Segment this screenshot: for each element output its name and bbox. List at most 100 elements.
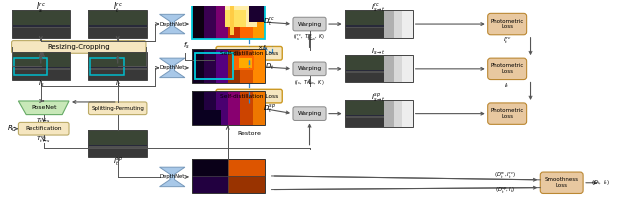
Text: Rectification: Rectification xyxy=(26,126,62,131)
Text: $I_s^{rc}$: $I_s^{rc}$ xyxy=(36,0,46,15)
Bar xyxy=(88,147,147,157)
Bar xyxy=(88,10,147,38)
Bar xyxy=(192,91,265,125)
Bar xyxy=(88,68,147,70)
Text: Photometric
Loss: Photometric Loss xyxy=(490,108,524,119)
Text: $I_t^{sp}$: $I_t^{sp}$ xyxy=(113,155,123,168)
Bar xyxy=(228,49,241,84)
Bar xyxy=(12,52,70,80)
Bar xyxy=(228,176,265,193)
Bar xyxy=(192,159,228,176)
Bar xyxy=(192,5,204,39)
Bar xyxy=(344,116,413,118)
Text: DepthNet: DepthNet xyxy=(159,174,185,179)
Bar xyxy=(192,110,221,125)
Bar xyxy=(228,176,265,193)
Text: $I_t$: $I_t$ xyxy=(504,81,510,90)
Bar xyxy=(88,69,147,80)
FancyBboxPatch shape xyxy=(216,89,282,103)
Text: $(D_t^{rc}, I_t^{rc})$: $(D_t^{rc}, I_t^{rc})$ xyxy=(494,171,516,181)
Bar xyxy=(241,49,253,84)
Bar xyxy=(192,91,204,125)
Bar xyxy=(394,10,413,38)
Bar xyxy=(88,146,147,148)
Bar xyxy=(228,91,241,125)
Text: $(D_t,\ I_t)$: $(D_t,\ I_t)$ xyxy=(591,178,610,187)
Bar xyxy=(384,55,413,83)
Bar xyxy=(192,5,265,39)
Bar xyxy=(88,130,147,157)
Bar xyxy=(88,130,147,157)
Text: $D_t^{rc}$: $D_t^{rc}$ xyxy=(263,16,276,28)
Bar xyxy=(384,100,413,127)
Bar xyxy=(239,58,252,68)
Bar xyxy=(216,49,228,84)
Text: Resizing-Cropping: Resizing-Cropping xyxy=(47,44,110,50)
Bar xyxy=(344,72,413,83)
Bar xyxy=(344,10,413,38)
Bar xyxy=(204,91,216,125)
Bar xyxy=(192,49,265,84)
Text: $D_t$: $D_t$ xyxy=(265,62,275,72)
Bar xyxy=(88,27,147,28)
Text: Warping: Warping xyxy=(298,66,321,71)
Text: DepthNet: DepthNet xyxy=(159,65,185,70)
Bar xyxy=(12,69,70,80)
Text: $T_{t\rightarrow s}^{rc}$: $T_{t\rightarrow s}^{rc}$ xyxy=(36,135,51,145)
Bar xyxy=(192,49,204,84)
Bar xyxy=(402,55,413,83)
Bar xyxy=(90,58,124,75)
FancyBboxPatch shape xyxy=(12,41,146,53)
Text: Warping: Warping xyxy=(298,22,321,27)
Bar xyxy=(253,91,265,125)
Bar xyxy=(88,27,147,38)
Text: Restore: Restore xyxy=(237,131,261,136)
Text: Photometric
Loss: Photometric Loss xyxy=(490,64,524,74)
Bar xyxy=(344,117,413,127)
Bar xyxy=(88,52,147,80)
Bar xyxy=(241,5,253,39)
Bar xyxy=(344,27,413,38)
Bar xyxy=(216,91,228,125)
Text: $I_t^{rc}$: $I_t^{rc}$ xyxy=(113,0,123,15)
Bar xyxy=(12,27,70,28)
Text: $(I_s,\ T_{t\rightarrow s},\ K)$: $(I_s,\ T_{t\rightarrow s},\ K)$ xyxy=(294,78,324,87)
Bar xyxy=(88,10,147,25)
Bar xyxy=(88,10,147,38)
FancyBboxPatch shape xyxy=(216,46,282,60)
Text: $I_{s\rightarrow t}^{rc}$: $I_{s\rightarrow t}^{rc}$ xyxy=(371,1,386,14)
FancyBboxPatch shape xyxy=(19,122,69,135)
Bar xyxy=(12,27,70,38)
Bar xyxy=(249,5,265,22)
Bar xyxy=(344,10,413,38)
Bar xyxy=(88,52,147,80)
Text: $\times f_s$: $\times f_s$ xyxy=(257,43,269,52)
Text: $(D_t^{sp}, I_t)$: $(D_t^{sp}, I_t)$ xyxy=(495,185,515,196)
Bar xyxy=(192,176,228,193)
FancyBboxPatch shape xyxy=(88,102,147,115)
Text: Splitting-Permuting: Splitting-Permuting xyxy=(92,106,144,111)
Text: Warping: Warping xyxy=(298,111,321,116)
Bar xyxy=(195,53,234,79)
Bar xyxy=(204,49,216,84)
FancyBboxPatch shape xyxy=(488,103,527,124)
FancyBboxPatch shape xyxy=(540,172,583,193)
Bar xyxy=(394,55,413,83)
Polygon shape xyxy=(159,58,185,78)
Bar xyxy=(88,52,147,67)
Bar xyxy=(253,49,265,84)
Bar xyxy=(12,10,70,25)
Bar xyxy=(344,100,413,127)
Text: Self-distillation Loss: Self-distillation Loss xyxy=(220,94,278,99)
Bar xyxy=(344,71,413,73)
Text: $T_{t\rightarrow s}$: $T_{t\rightarrow s}$ xyxy=(36,116,51,125)
Bar xyxy=(402,100,413,127)
Polygon shape xyxy=(19,101,69,115)
Bar xyxy=(344,100,413,115)
Bar xyxy=(192,159,265,193)
Bar xyxy=(384,10,413,38)
Bar xyxy=(402,10,413,38)
Bar xyxy=(88,130,147,145)
Text: $f_s$: $f_s$ xyxy=(184,40,190,51)
Bar xyxy=(344,10,413,25)
